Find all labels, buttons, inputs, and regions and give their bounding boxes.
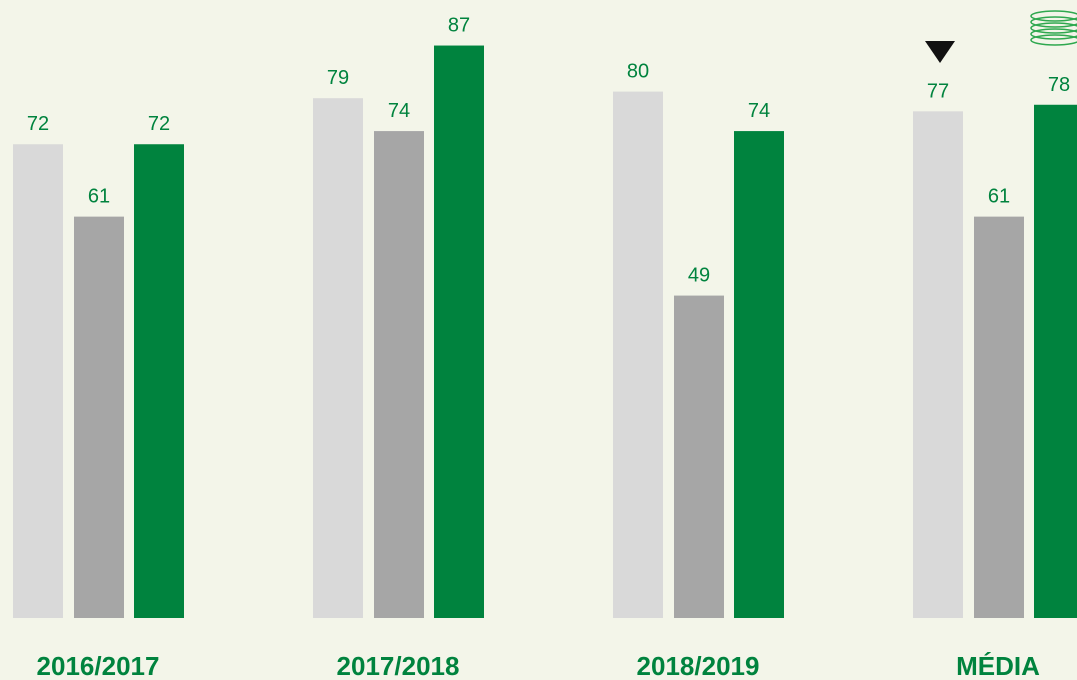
bar bbox=[613, 91, 663, 619]
x-tick-label: 2018/2019 bbox=[637, 651, 760, 680]
bar bbox=[74, 216, 124, 618]
marker-triangle bbox=[925, 41, 955, 63]
coin-icon bbox=[1030, 10, 1077, 46]
value-label: 77 bbox=[927, 80, 949, 102]
value-label: 79 bbox=[327, 67, 349, 89]
value-label: 80 bbox=[627, 61, 649, 83]
bar bbox=[734, 131, 784, 618]
bar bbox=[1034, 104, 1077, 618]
bar bbox=[434, 45, 484, 619]
value-label: 72 bbox=[27, 113, 49, 135]
value-label: 74 bbox=[388, 100, 410, 122]
value-label: 61 bbox=[988, 186, 1010, 208]
value-label: 61 bbox=[88, 186, 110, 208]
bar bbox=[913, 111, 963, 618]
x-tick-label: 2016/2017 bbox=[37, 651, 160, 680]
value-label: 49 bbox=[688, 265, 710, 287]
bar bbox=[134, 144, 184, 619]
bar bbox=[974, 216, 1024, 618]
value-label: 87 bbox=[448, 15, 470, 37]
value-label: 78 bbox=[1048, 74, 1070, 96]
bar bbox=[374, 131, 424, 618]
x-tick-label: 2017/2018 bbox=[337, 651, 460, 680]
value-label: 74 bbox=[748, 100, 770, 122]
value-label: 72 bbox=[148, 113, 170, 135]
bar bbox=[313, 98, 363, 619]
x-tick-label: MÉDIA bbox=[956, 651, 1040, 680]
bar bbox=[674, 295, 724, 618]
bar bbox=[13, 144, 63, 619]
